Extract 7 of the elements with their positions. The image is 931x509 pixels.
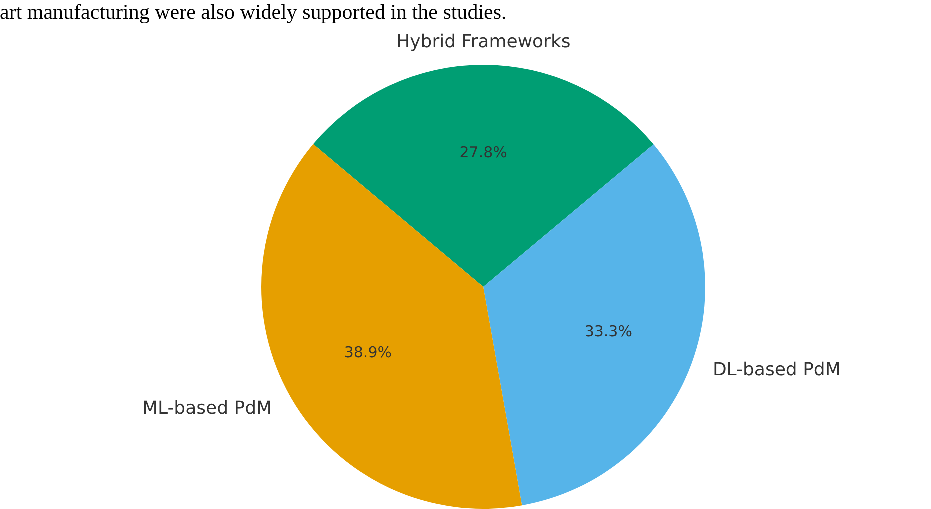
slice-label: Hybrid Frameworks xyxy=(396,31,571,52)
data-label: 33.3% xyxy=(584,322,632,340)
data-label: 38.9% xyxy=(344,344,392,362)
data-label: 27.8% xyxy=(460,144,508,162)
slice-label: DL-based PdM xyxy=(712,359,841,380)
text: art manufacturing were also widely supported in the studies. xyxy=(0,0,507,24)
slice-label: ML-based PdM xyxy=(142,398,272,419)
